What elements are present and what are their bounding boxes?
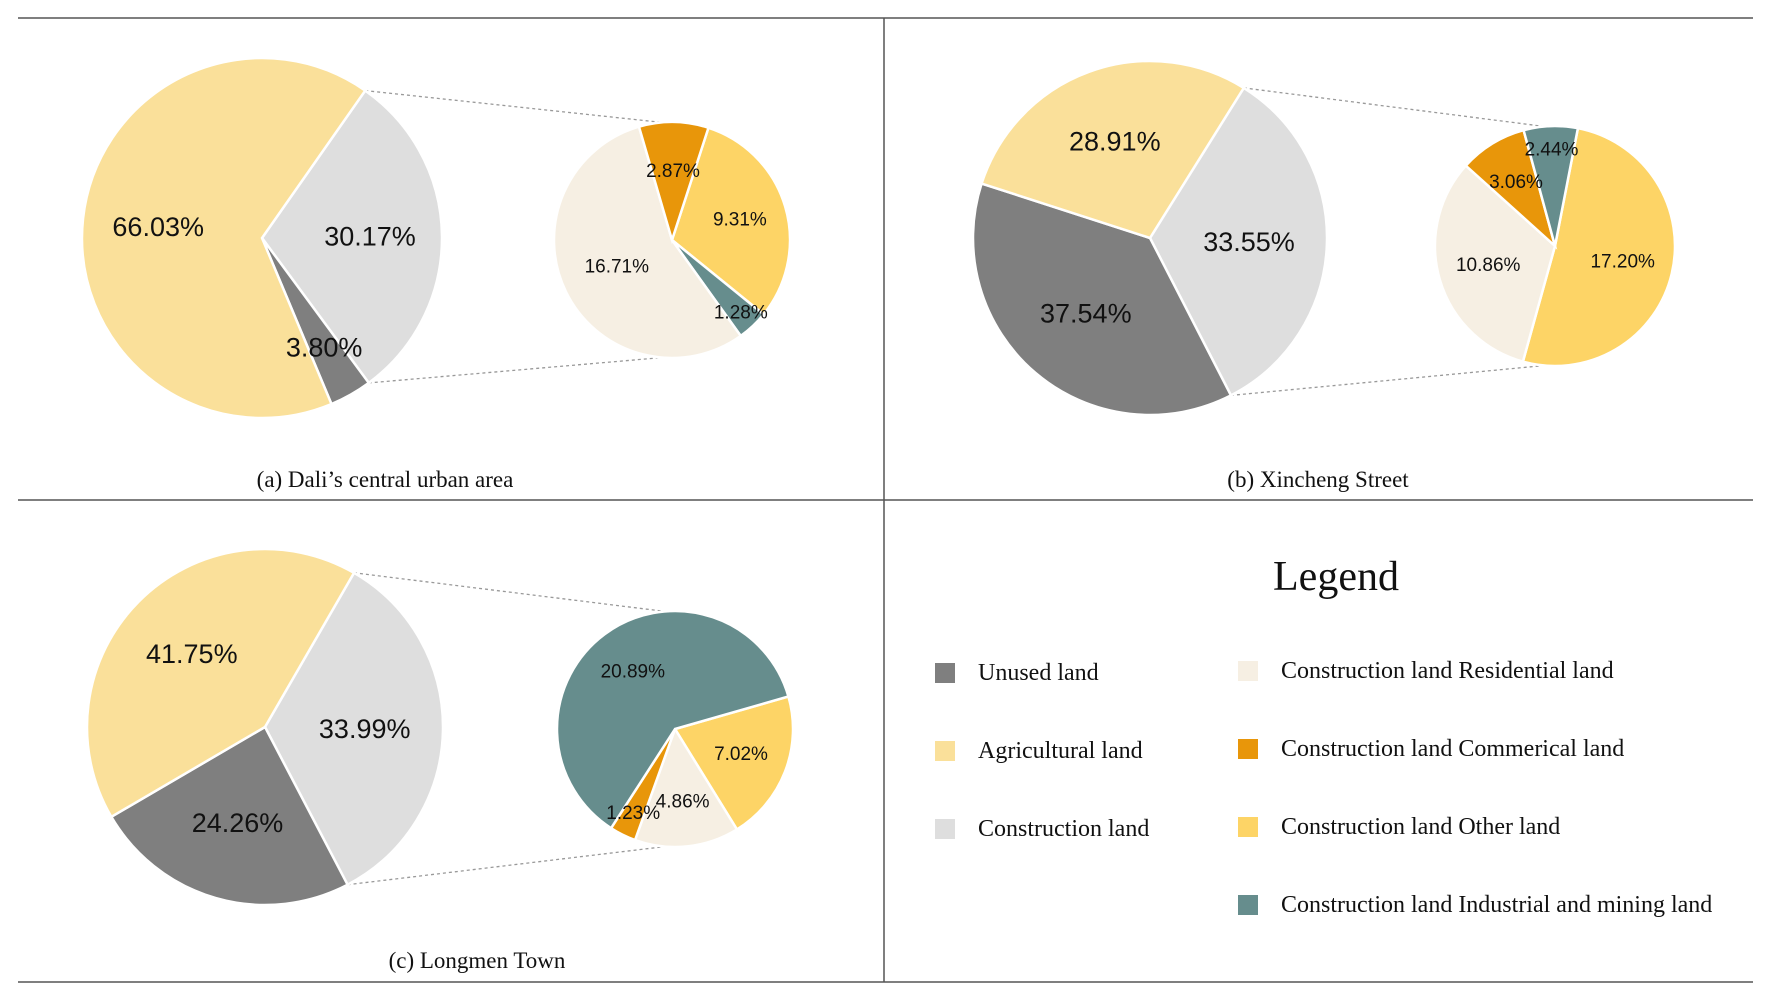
legend-item-residential: Construction land Residential land — [1238, 658, 1614, 684]
zoom-connector-lines — [365, 89, 662, 384]
pie-slice-label: 10.86% — [1456, 255, 1521, 276]
legend-label: Construction land Other land — [1281, 814, 1560, 840]
legend-swatch — [1238, 895, 1258, 915]
zoom-connector-top — [365, 89, 662, 124]
legend-label: Unused land — [978, 660, 1099, 686]
legend-label: Agricultural land — [978, 738, 1143, 764]
main-pie: 33.55% 37.54% 28.91% — [971, 59, 1329, 417]
pie-slice-construction — [1148, 86, 1329, 398]
pie-slice-commercial — [637, 120, 711, 245]
detail-pie: 17.20% 10.86% 3.06% 2.44% — [1433, 124, 1677, 368]
panel-caption: (c) Longmen Town — [389, 948, 566, 973]
legend-item-construction: Construction land — [935, 816, 1149, 842]
pie-slice-label: 33.99% — [319, 714, 411, 744]
pie-slice-label: 20.89% — [601, 662, 666, 683]
pie-slice-label: 24.26% — [192, 808, 284, 838]
panel-caption: (b) Xincheng Street — [1227, 467, 1409, 492]
pie-slice-agricultural — [85, 547, 356, 819]
pie-slice-label: 1.28% — [714, 303, 768, 324]
zoom-connector-bottom — [368, 356, 662, 384]
legend: Legend Unused land Agricultural land Const… — [935, 554, 1712, 918]
pie-slice-other — [1521, 126, 1677, 368]
zoom-connector-top — [1243, 87, 1545, 128]
panel-b-xincheng-street: 33.55% 37.54% 28.91% 17.20% 10.86% 3.06% 2.44… — [971, 59, 1677, 492]
pie-slice-unused — [971, 181, 1233, 417]
pie-slice-label: 17.20% — [1590, 252, 1655, 273]
pie-slice-industrial — [555, 609, 790, 830]
panel-caption: (a) Dali’s central urban area — [257, 467, 514, 492]
detail-pie: 7.02% 4.86%1.23% 20.89% — [555, 609, 795, 849]
main-pie: 30.17% 3.80% 66.03% — [80, 56, 444, 420]
legend-swatch — [1238, 817, 1258, 837]
pie-slice-label: 16.71% — [585, 256, 650, 277]
pie-slice-other — [673, 694, 795, 832]
pie-slice-label: 3.80% — [286, 333, 363, 363]
zoom-connector-top — [353, 572, 665, 613]
legend-swatch — [935, 741, 955, 761]
main-pie: 33.99% 24.26% 41.75% — [85, 547, 445, 907]
zoom-connector-bottom — [1230, 364, 1545, 397]
pie-slice-construction — [260, 88, 444, 385]
pie-slice-label: 28.91% — [1069, 127, 1161, 157]
pie-slice-residential — [552, 125, 743, 360]
legend-swatch — [1238, 661, 1258, 681]
pie-slice-label: 9.31% — [713, 209, 767, 230]
pie-slice-other — [670, 126, 792, 317]
panel-a-dali-central-urban-area: 30.17%3.80%66.03% 9.31%1.28%16.71%2.87% … — [80, 56, 792, 492]
pie-slice-label: 7.02% — [714, 744, 768, 765]
zoom-connector-lines — [347, 572, 665, 886]
pie-slice-unused — [109, 725, 350, 907]
pie-slice-label: 1.23% — [606, 803, 660, 824]
pie-slice-residential — [633, 726, 739, 849]
legend-item-unused: Unused land — [935, 660, 1099, 686]
legend-swatch — [935, 663, 955, 683]
legend-label: Construction land Industrial and mining … — [1281, 892, 1712, 918]
pie-slice-label: 30.17% — [324, 222, 416, 252]
pie-slice-industrial — [1522, 124, 1580, 247]
pie-slice-agricultural — [980, 59, 1246, 240]
pie-slice-label: 41.75% — [146, 639, 238, 669]
legend-label: Construction land Residential land — [1281, 658, 1614, 684]
legend-label: Construction land Commerical land — [1281, 736, 1624, 762]
pie-slice-residential — [1433, 163, 1557, 364]
pie-slice-label: 3.06% — [1489, 172, 1543, 193]
legend-item-commercial: Construction land Commerical land — [1238, 736, 1624, 762]
zoom-connector-bottom — [347, 845, 665, 886]
legend-item-agricultural: Agricultural land — [935, 738, 1143, 764]
legend-item-industrial: Construction land Industrial and mining … — [1238, 892, 1712, 918]
pie-slice-label: 2.87% — [646, 161, 700, 182]
legend-swatch — [935, 819, 955, 839]
detail-pie: 9.31% 1.28% 16.71% 2.87% — [552, 120, 792, 360]
legend-title: Legend — [1273, 554, 1399, 600]
legend-item-other: Construction land Other land — [1238, 814, 1560, 840]
pie-slice-label: 4.86% — [656, 791, 710, 812]
legend-swatch — [1238, 739, 1258, 759]
pie-slice-label: 2.44% — [1525, 140, 1579, 161]
pie-slice-label: 66.03% — [112, 212, 204, 242]
pie-slice-label: 33.55% — [1203, 227, 1295, 257]
panel-grid — [18, 17, 1753, 983]
legend-items: Unused land Agricultural land Construction… — [935, 658, 1712, 918]
pie-slice-label: 37.54% — [1040, 299, 1132, 329]
panel-c-longmen-town: 33.99% 24.26% 41.75% 7.02% 4.86%1.23% 20.89%… — [85, 547, 795, 973]
pie-slice-agricultural — [80, 56, 367, 420]
legend-label: Construction land — [978, 816, 1149, 842]
zoom-connector-lines — [1230, 87, 1545, 397]
